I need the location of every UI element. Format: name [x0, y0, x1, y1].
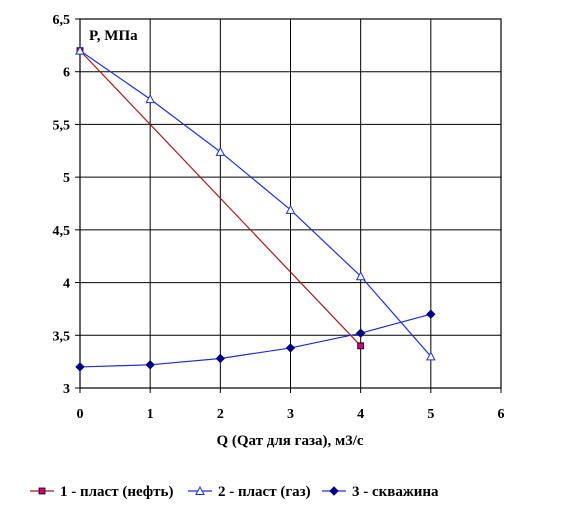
series-1-line [79, 50, 362, 347]
y-tick-label: 5 [63, 171, 70, 186]
y-tick-label: 5,5 [53, 118, 71, 133]
series-2-point [75, 45, 85, 55]
x-tick-label: 2 [217, 407, 224, 422]
x-tick-label: 3 [287, 407, 294, 422]
series-2-point [355, 271, 366, 281]
y-tick-label: 4 [63, 277, 70, 292]
series-2-point [285, 204, 296, 214]
series-2-line [79, 50, 432, 357]
series-2-point [145, 94, 156, 104]
series-3-point [355, 328, 366, 338]
series-3-point [145, 360, 155, 370]
y-tick-label: 3 [63, 382, 70, 397]
legend-item-label: 2 - пласт (газ) [218, 484, 311, 500]
y-tick-label: 6,5 [53, 13, 71, 28]
legend-item-label: 3 - скважина [352, 484, 439, 500]
y-tick-label: 6 [63, 66, 70, 81]
series-3-point [215, 353, 226, 364]
series-2-point [215, 146, 226, 156]
x-tick-label: 0 [77, 407, 84, 422]
legend-swatch-marker [195, 485, 205, 495]
y-tick-label: 4,5 [53, 224, 71, 239]
y-tick-label: 3,5 [53, 329, 71, 344]
series-3-line [79, 313, 431, 368]
legend-item-label: 1 - пласт (нефть) [60, 484, 173, 500]
series-3-point [426, 309, 436, 319]
series-3-point [75, 362, 85, 372]
series-3-point [285, 343, 296, 353]
series-layer [75, 45, 436, 372]
legend-swatch-marker [329, 486, 339, 496]
legend-swatch-marker [38, 487, 46, 495]
legend: 1 - пласт (нефть) 2 - пласт (газ) 3 - сква… [30, 484, 439, 500]
series-1-point [357, 342, 365, 350]
x-tick-label: 1 [147, 407, 154, 422]
x-tick-label: 5 [427, 407, 434, 422]
grid [75, 18, 502, 393]
x-tick-label: 4 [357, 407, 364, 422]
series-2 [75, 45, 436, 361]
series-2-point [426, 351, 436, 361]
plot-area-border [79, 18, 502, 389]
x-tick-label: 6 [498, 407, 505, 422]
y-axis-title: P, МПа [89, 28, 138, 44]
x-axis-title: Q (Qат для газа), м3/с [216, 433, 363, 449]
series-3 [75, 309, 436, 372]
tick-labels: 0 1 2 3 4 5 6 3 3,5 4 4,5 5 5,5 6 6,5 [53, 13, 505, 422]
